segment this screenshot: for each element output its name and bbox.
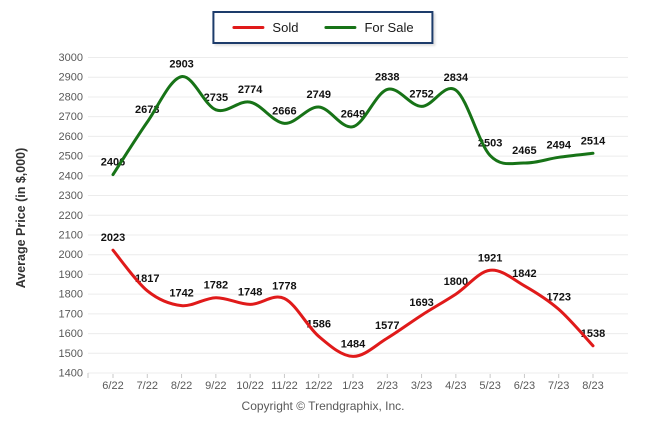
point-label: 2749 (306, 89, 330, 101)
y-tick-label: 3000 (59, 52, 83, 64)
point-label: 1742 (169, 288, 193, 300)
y-tick-label: 2100 (59, 229, 83, 241)
point-label: 2514 (581, 135, 606, 147)
y-tick-label: 2500 (59, 151, 83, 163)
point-label: 2838 (375, 71, 399, 83)
y-tick-label: 2800 (59, 91, 83, 103)
point-label: 2752 (409, 88, 433, 100)
series-sold-line (111, 248, 595, 358)
x-tick-label: 6/23 (514, 380, 535, 392)
copyright-text: Copyright © Trendgraphix, Inc. (241, 399, 405, 413)
y-tick-label: 1800 (59, 289, 83, 301)
y-tick-label: 2900 (59, 72, 83, 84)
point-label: 1484 (341, 338, 366, 350)
x-tick-label: 11/22 (271, 380, 298, 392)
x-tick-label: 6/22 (102, 380, 123, 392)
series-sold-point-labels: 2023 1817 1742 1782 1748 1778 1586 1484 1577 1693… (101, 232, 605, 350)
y-tick-label: 2400 (59, 170, 83, 182)
chart-legend: Sold For Sale (212, 11, 434, 44)
point-label: 1817 (135, 273, 159, 285)
y-tick-label: 1900 (59, 269, 83, 281)
x-tick-label: 10/22 (236, 380, 264, 392)
y-tick-label: 1700 (59, 308, 83, 320)
series-for-sale-line (111, 75, 595, 177)
point-label: 2774 (238, 84, 263, 96)
legend-item-sold: Sold (232, 20, 298, 35)
x-tick-label: 9/22 (205, 380, 226, 392)
legend-label-sold: Sold (272, 20, 299, 35)
x-tick-label: 7/22 (137, 380, 158, 392)
point-label: 1842 (512, 268, 536, 280)
y-axis-tick-labels: 1400 1500 1600 1700 1800 1900 2000 2100 2200 2300… (59, 52, 83, 380)
y-axis-title: Average Price (in $,000) (14, 147, 28, 289)
y-tick-label: 2700 (59, 111, 83, 123)
y-tick-label: 2300 (59, 190, 83, 202)
x-tick-label: 8/23 (582, 380, 603, 392)
for-sale-line-swatch (324, 26, 357, 29)
point-label: 1800 (444, 276, 468, 288)
x-tick-label: 1/23 (342, 380, 363, 392)
gridlines (87, 57, 628, 378)
point-label: 1586 (306, 318, 330, 330)
x-tick-label: 2/23 (377, 380, 398, 392)
point-label: 2494 (546, 139, 571, 151)
x-tick-label: 7/23 (548, 380, 569, 392)
point-label: 1782 (204, 280, 228, 292)
sold-curve (111, 248, 595, 358)
point-label: 1778 (272, 280, 296, 292)
x-tick-label: 8/22 (171, 380, 192, 392)
point-label: 2903 (169, 59, 193, 71)
x-tick-label: 4/23 (445, 380, 466, 392)
y-tick-label: 2000 (59, 249, 83, 261)
y-tick-label: 2200 (59, 210, 83, 222)
point-label: 1693 (409, 297, 433, 309)
point-label: 1577 (375, 320, 399, 332)
point-label: 2666 (272, 105, 296, 117)
point-label: 1723 (546, 291, 570, 303)
chart-plot-area: 1400 1500 1600 1700 1800 1900 2000 2100 2200 2300… (59, 52, 628, 392)
point-label: 2023 (101, 232, 125, 244)
x-tick-label: 12/22 (305, 380, 333, 392)
point-label: 1921 (478, 252, 502, 264)
point-label: 1748 (238, 286, 262, 298)
x-axis-ticks (112, 374, 594, 378)
x-tick-label: 5/23 (479, 380, 500, 392)
point-label: 2834 (444, 72, 469, 84)
point-label: 2465 (512, 145, 536, 157)
y-tick-label: 1400 (59, 368, 83, 380)
legend-item-for-sale: For Sale (324, 20, 414, 35)
point-label: 2735 (204, 92, 228, 104)
y-tick-label: 2600 (59, 131, 83, 143)
x-axis-tick-labels: 6/22 7/22 8/22 9/22 10/22 11/22 12/22 1/23 2/23 3… (102, 380, 603, 392)
point-label: 2649 (341, 109, 365, 121)
series-for-sale-point-labels: 2406267329032735277426662749264928382752… (101, 59, 606, 169)
legend-label-for-sale: For Sale (364, 20, 414, 35)
sold-line-swatch (232, 26, 265, 29)
x-tick-label: 3/23 (411, 380, 432, 392)
y-tick-label: 1600 (59, 328, 83, 340)
for-sale-curve (111, 75, 595, 177)
y-tick-label: 1500 (59, 348, 83, 360)
